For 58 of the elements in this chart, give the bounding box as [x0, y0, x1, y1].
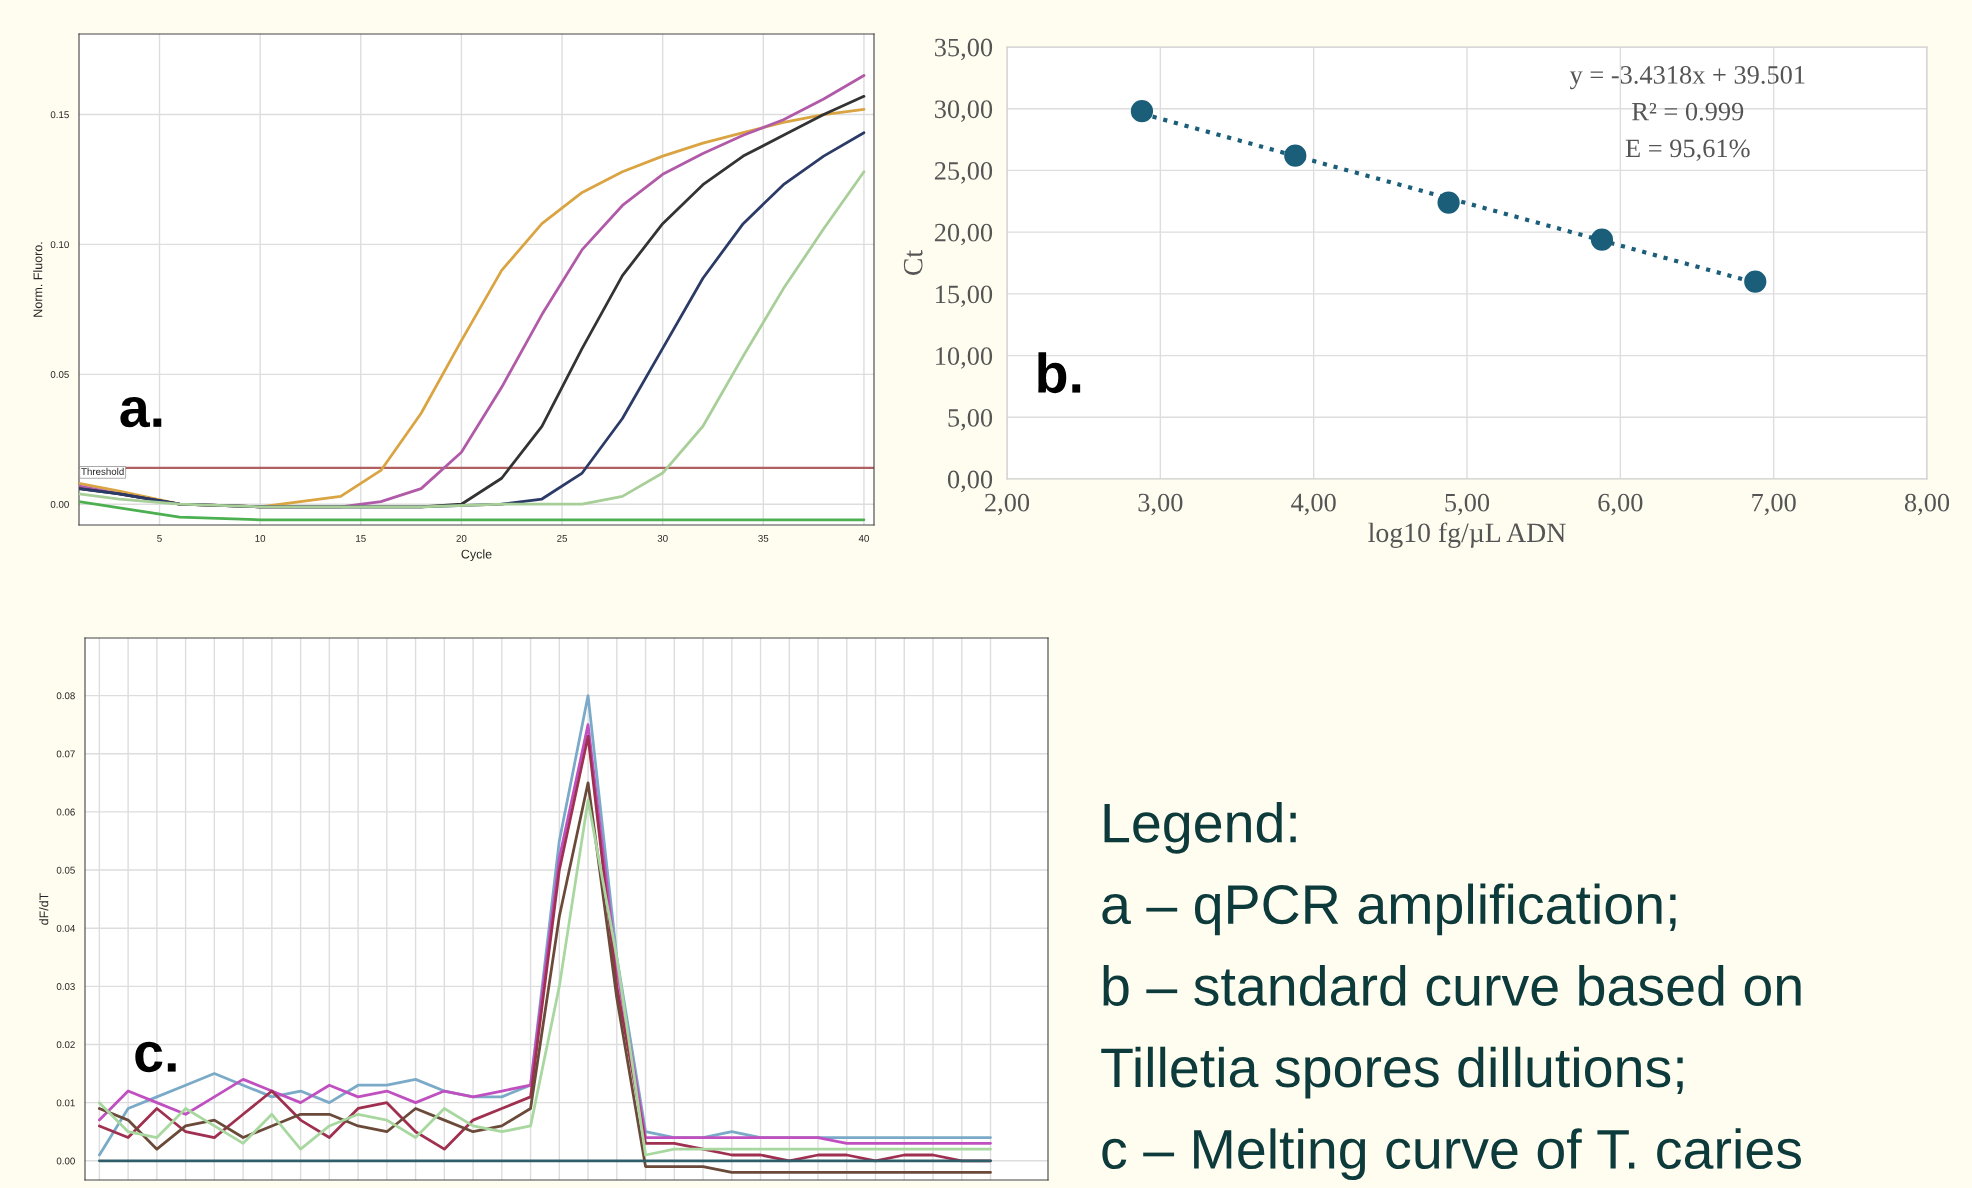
- y-tick-label: 0.04: [56, 924, 75, 932]
- y-tick-label: 0.02: [56, 1041, 75, 1049]
- point: [1744, 270, 1767, 293]
- point: [1284, 144, 1307, 167]
- x-tick-label: 35: [758, 534, 769, 542]
- y-tick-label: 10,00: [936, 347, 993, 369]
- x-tick-label: 2,00: [985, 493, 1030, 516]
- y-tick-label: 0.01: [56, 1099, 75, 1107]
- text: b – standard curve based on: [1103, 965, 1801, 1006]
- y-tick-label: 20,00: [934, 223, 993, 246]
- annotation: y = -3.4318x + 39.501: [1569, 65, 1805, 90]
- y-tick-label: 0.10: [50, 241, 69, 249]
- annotation: c.: [135, 1041, 176, 1073]
- y-tick-label: 0,00: [947, 470, 993, 493]
- y-tick-label: 0.03: [56, 983, 75, 990]
- y-axis-title: dF/dT: [39, 892, 49, 925]
- y-tick-label: 15,00: [936, 285, 993, 308]
- point: [1130, 100, 1154, 123]
- x-axis-title: Cycle: [461, 549, 492, 561]
- text: a – qPCR amplification;: [1102, 883, 1676, 936]
- y-tick-label: 5,00: [948, 408, 993, 431]
- annotation: b.: [1038, 352, 1081, 394]
- x-tick-label: 3,00: [1138, 493, 1183, 516]
- x-tick-label: 30: [657, 534, 668, 542]
- y-tick-label: 0.15: [50, 111, 69, 119]
- annotation: a.: [120, 396, 162, 428]
- y-tick-label: 25,00: [934, 162, 993, 184]
- y-tick-label: 35,00: [935, 38, 993, 61]
- y-axis-title: Norm. Fluoro.: [33, 242, 43, 317]
- x-tick-label: 4,00: [1291, 493, 1336, 516]
- x-tick-label: 20: [456, 534, 467, 542]
- text: Legend:: [1104, 801, 1296, 854]
- point: [1437, 191, 1460, 214]
- x-tick-label: 7,00: [1752, 493, 1796, 516]
- y-tick-label: 30,00: [935, 100, 993, 122]
- x-tick-label: 8,00: [1904, 493, 1950, 516]
- y-tick-label: 0.08: [56, 692, 75, 700]
- y-tick-label: 0.05: [50, 371, 69, 378]
- x-tick-label: 5: [157, 535, 162, 542]
- annotation: E = 95,61%: [1625, 139, 1750, 162]
- y-axis-title: Ct: [903, 250, 923, 275]
- x-tick-label: 15: [356, 535, 366, 542]
- y-tick-label: 0.05: [56, 866, 75, 874]
- text: c – Melting curve of T. caries: [1102, 1128, 1801, 1181]
- text: Tilletia spores dillutions;: [1101, 1046, 1683, 1099]
- x-tick-label: 5,00: [1445, 493, 1490, 516]
- x-tick-label: 40: [858, 534, 869, 542]
- x-axis-title: log10 fg/µL ADN: [1368, 522, 1566, 548]
- y-tick-label: 0.00: [50, 500, 69, 508]
- x-tick-label: 6,00: [1598, 493, 1643, 516]
- ref-line-label: Threshold: [81, 467, 124, 475]
- point: [1590, 228, 1614, 251]
- y-tick-label: 0.00: [56, 1157, 75, 1165]
- x-tick-label: 25: [557, 534, 568, 542]
- y-tick-label: 0.07: [56, 750, 75, 758]
- y-tick-label: 0.06: [56, 808, 75, 816]
- annotation: R² = 0.999: [1632, 102, 1744, 121]
- x-tick-label: 10: [255, 534, 266, 542]
